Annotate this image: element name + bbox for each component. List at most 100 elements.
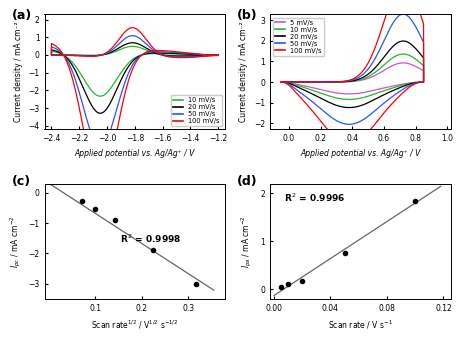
10 mV/s — [278, 80, 284, 84]
10 mV/s — [143, 48, 148, 52]
Line: 20 mV/s: 20 mV/s — [281, 41, 424, 107]
5 mV/s — [278, 80, 284, 84]
50 mV/s — [97, 145, 103, 149]
Text: (c): (c) — [12, 175, 31, 188]
10 mV/s — [394, 54, 399, 58]
20 mV/s — [149, 49, 154, 53]
5 mV/s — [346, 92, 352, 96]
10 mV/s — [340, 97, 346, 101]
100 mV/s — [340, 141, 346, 145]
100 mV/s — [149, 44, 154, 48]
10 mV/s — [216, 53, 221, 57]
Line: 50 mV/s: 50 mV/s — [281, 14, 424, 124]
20 mV/s — [346, 105, 352, 109]
100 mV/s — [307, 80, 313, 84]
20 mV/s — [367, 100, 373, 104]
50 mV/s — [216, 53, 221, 57]
X-axis label: Scan rate / V s$^{-1}$: Scan rate / V s$^{-1}$ — [328, 318, 393, 331]
Legend: 10 mV/s, 20 mV/s, 50 mV/s, 100 mV/s: 10 mV/s, 20 mV/s, 50 mV/s, 100 mV/s — [171, 95, 222, 126]
Text: R$^2$ = 0.9996: R$^2$ = 0.9996 — [284, 192, 346, 204]
Text: R$^2$ = 0.9998: R$^2$ = 0.9998 — [121, 233, 182, 245]
50 mV/s — [143, 41, 148, 45]
10 mV/s — [278, 80, 284, 84]
20 mV/s — [278, 80, 284, 84]
20 mV/s — [80, 85, 85, 89]
50 mV/s — [335, 119, 341, 123]
Line: 100 mV/s: 100 mV/s — [281, 0, 424, 144]
5 mV/s — [278, 80, 284, 84]
Line: 20 mV/s: 20 mV/s — [51, 43, 219, 113]
Text: (d): (d) — [237, 175, 258, 188]
50 mV/s — [80, 103, 85, 107]
5 mV/s — [404, 61, 410, 65]
Y-axis label: Current density / mA cm⁻²: Current density / mA cm⁻² — [14, 21, 23, 122]
10 mV/s — [404, 53, 410, 57]
50 mV/s — [68, 66, 73, 70]
10 mV/s — [111, 50, 117, 54]
20 mV/s — [340, 105, 346, 109]
X-axis label: Scan rate$^{1/2}$ / V$^{1/2}$ s$^{-1/2}$: Scan rate$^{1/2}$ / V$^{1/2}$ s$^{-1/2}$ — [91, 318, 179, 331]
X-axis label: Applied potential vs. Ag/Ag⁺ / V: Applied potential vs. Ag/Ag⁺ / V — [75, 149, 195, 158]
10 mV/s — [216, 53, 221, 57]
50 mV/s — [340, 121, 346, 125]
50 mV/s — [404, 13, 410, 17]
50 mV/s — [401, 12, 406, 16]
10 mV/s — [130, 44, 135, 48]
20 mV/s — [216, 53, 221, 57]
10 mV/s — [68, 59, 73, 63]
20 mV/s — [216, 53, 221, 57]
Line: 10 mV/s: 10 mV/s — [51, 46, 219, 96]
100 mV/s — [367, 128, 373, 132]
Line: 50 mV/s: 50 mV/s — [51, 36, 219, 147]
50 mV/s — [278, 80, 284, 84]
100 mV/s — [278, 80, 284, 84]
50 mV/s — [394, 16, 399, 20]
Y-axis label: $I_{pa}$ / mA cm$^{-2}$: $I_{pa}$ / mA cm$^{-2}$ — [240, 215, 255, 268]
50 mV/s — [182, 51, 187, 55]
Line: 5 mV/s: 5 mV/s — [281, 63, 424, 94]
100 mV/s — [111, 44, 117, 48]
100 mV/s — [97, 183, 103, 187]
20 mV/s — [401, 39, 406, 43]
100 mV/s — [182, 51, 187, 55]
20 mV/s — [335, 104, 341, 108]
10 mV/s — [149, 50, 154, 54]
20 mV/s — [111, 49, 117, 53]
5 mV/s — [394, 62, 399, 66]
20 mV/s — [278, 80, 284, 84]
5 mV/s — [307, 80, 313, 84]
20 mV/s — [130, 41, 135, 45]
100 mV/s — [216, 54, 221, 58]
10 mV/s — [182, 52, 187, 56]
20 mV/s — [404, 40, 410, 44]
5 mV/s — [340, 92, 346, 96]
Line: 100 mV/s: 100 mV/s — [51, 28, 219, 185]
100 mV/s — [216, 53, 221, 57]
50 mV/s — [278, 80, 284, 84]
20 mV/s — [307, 80, 313, 84]
Text: (b): (b) — [237, 8, 258, 21]
100 mV/s — [346, 142, 352, 146]
50 mV/s — [111, 46, 117, 51]
Y-axis label: $I_{pc}$ / mA cm$^{-2}$: $I_{pc}$ / mA cm$^{-2}$ — [8, 215, 23, 267]
50 mV/s — [149, 47, 154, 51]
10 mV/s — [97, 94, 103, 98]
Text: (a): (a) — [12, 8, 32, 21]
100 mV/s — [130, 26, 135, 30]
10 mV/s — [367, 94, 373, 98]
20 mV/s — [68, 61, 73, 65]
100 mV/s — [80, 124, 85, 128]
100 mV/s — [143, 36, 148, 40]
50 mV/s — [216, 53, 221, 57]
10 mV/s — [335, 96, 341, 100]
50 mV/s — [307, 80, 313, 84]
X-axis label: Applied potential vs. Ag/Ag⁺ / V: Applied potential vs. Ag/Ag⁺ / V — [300, 149, 420, 158]
20 mV/s — [143, 45, 148, 49]
10 mV/s — [307, 80, 313, 84]
5 mV/s — [367, 89, 373, 93]
5 mV/s — [335, 91, 341, 95]
Line: 10 mV/s: 10 mV/s — [281, 54, 424, 99]
50 mV/s — [367, 113, 373, 117]
Y-axis label: Current density / mA cm⁻²: Current density / mA cm⁻² — [239, 21, 248, 122]
10 mV/s — [346, 97, 352, 101]
